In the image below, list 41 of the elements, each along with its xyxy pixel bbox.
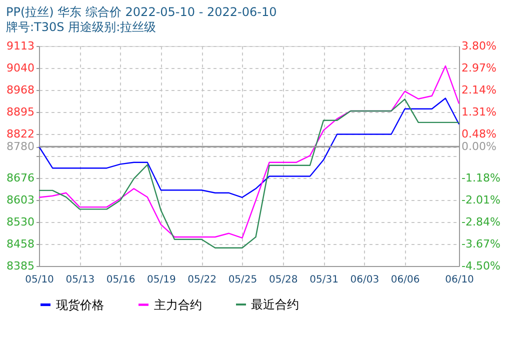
line-series <box>38 65 460 238</box>
legend-label: 现货价格 <box>56 298 104 312</box>
x-tick-label: 06/03 <box>350 274 380 286</box>
chart-subtitle: 牌号:T30S 用途级别:拉丝级 <box>6 20 156 34</box>
x-tick-label: 05/25 <box>228 274 258 286</box>
y2-tick-label: -1.18% <box>462 172 500 184</box>
x-tick-label: 05/28 <box>268 274 298 286</box>
y2-tick-label: -3.67% <box>462 238 500 250</box>
y-tick-label: 9040 <box>6 62 34 75</box>
y2-tick-label: 0.48% <box>462 128 496 140</box>
y2-tick-label: -2.84% <box>462 216 500 228</box>
y2-tick-label: 0.00% <box>462 140 496 154</box>
legend-label: 最近合约 <box>251 298 299 312</box>
y-tick-label: 8385 <box>6 260 34 272</box>
x-tick-label: 05/13 <box>66 274 95 286</box>
y2-tick-label: 2.97% <box>462 62 496 74</box>
y-tick-label: 8603 <box>6 194 34 207</box>
line-series <box>38 98 460 198</box>
x-tick-label: 05/10 <box>25 274 54 286</box>
y2-tick-label: -4.50% <box>462 260 500 272</box>
x-tick-label: 06/10 <box>445 274 474 286</box>
legend-label: 主力合约 <box>154 298 202 312</box>
y-tick-label: 9113 <box>6 40 34 52</box>
y2-tick-label: 3.80% <box>462 40 496 52</box>
x-tick-label: 05/31 <box>310 274 338 286</box>
y2-tick-label: 2.14% <box>462 84 496 96</box>
x-tick-label: 05/16 <box>106 274 136 286</box>
y-tick-label: 8968 <box>6 83 34 96</box>
y-tick-label: 8895 <box>6 105 34 118</box>
line-series <box>38 98 460 248</box>
x-tick-label: 05/19 <box>147 274 176 286</box>
y2-tick-label: -2.01% <box>462 194 500 206</box>
chart-title: PP(拉丝) 华东 综合价 2022-05-10 - 2022-06-10 <box>6 5 277 19</box>
x-tick-label: 06/06 <box>390 274 420 286</box>
y-tick-label: 8822 <box>6 127 34 140</box>
y2-tick-label: 1.31% <box>462 106 496 118</box>
y-tick-label: 8780 <box>6 140 34 154</box>
y-tick-label: 8676 <box>6 172 34 185</box>
y-tick-label: 8530 <box>6 216 34 229</box>
y-tick-label: 8458 <box>6 237 34 250</box>
x-tick-label: 05/22 <box>188 274 216 286</box>
